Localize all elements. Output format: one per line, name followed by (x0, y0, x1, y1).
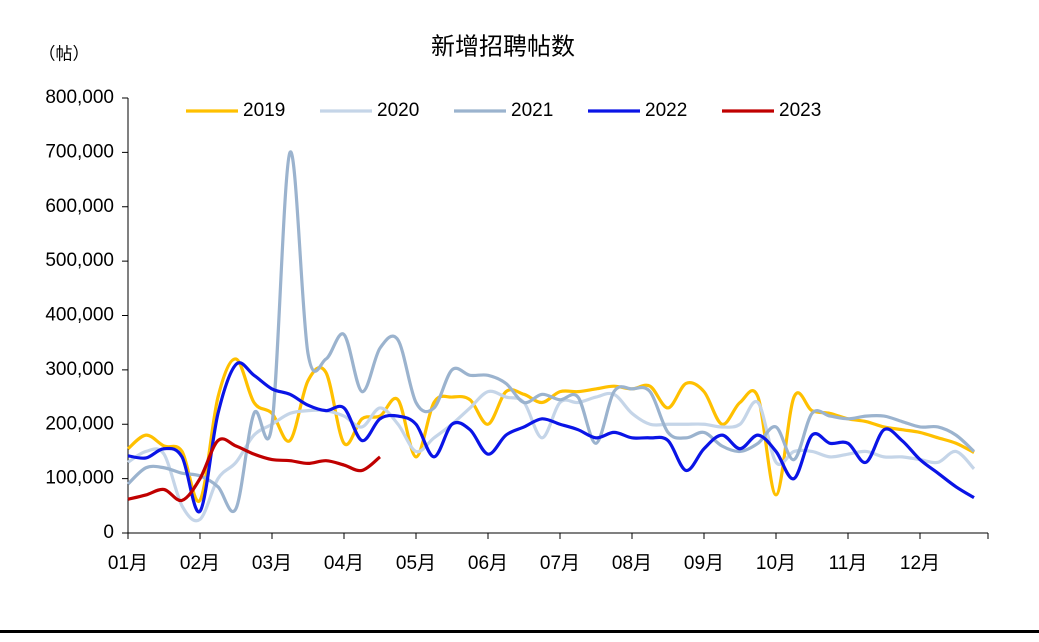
y-tick-label: 400,000 (45, 305, 114, 326)
y-tick-label: 300,000 (45, 359, 114, 380)
y-tick-label: 500,000 (45, 250, 114, 271)
chart-title: 新增招聘帖数 (431, 33, 575, 61)
legend-label: 2022 (645, 100, 687, 121)
x-tick-label: 02月 (180, 553, 220, 574)
bottom-rule (0, 630, 1039, 633)
y-tick-label: 600,000 (45, 196, 114, 217)
line-series (126, 357, 975, 503)
y-tick-label: 0 (103, 522, 114, 543)
y-tick-label: 200,000 (45, 413, 114, 434)
y-tick-label: 800,000 (45, 87, 114, 108)
x-tick-label: 03月 (252, 553, 292, 574)
line-series (127, 361, 975, 514)
x-tick-label: 08月 (612, 553, 652, 574)
x-tick-label: 04月 (324, 553, 364, 574)
y-axis-label: （帖） (39, 44, 90, 63)
x-tick-label: 10月 (756, 553, 796, 574)
legend-label: 2021 (511, 100, 553, 121)
x-tick-label: 01月 (108, 553, 148, 574)
x-tick-label: 09月 (684, 553, 724, 574)
x-tick-label: 05月 (396, 553, 436, 574)
x-tick-label: 11月 (829, 553, 868, 574)
line-series (126, 150, 976, 513)
legend-label: 2019 (243, 100, 285, 121)
legend-label: 2023 (779, 100, 821, 121)
y-tick-label: 100,000 (45, 468, 114, 489)
x-tick-label: 12月 (900, 553, 940, 574)
legend-label: 2020 (377, 100, 419, 121)
x-tick-label: 06月 (468, 553, 508, 574)
line-series (127, 437, 382, 503)
x-tick-label: 07月 (540, 553, 580, 574)
y-tick-label: 700,000 (45, 141, 114, 162)
